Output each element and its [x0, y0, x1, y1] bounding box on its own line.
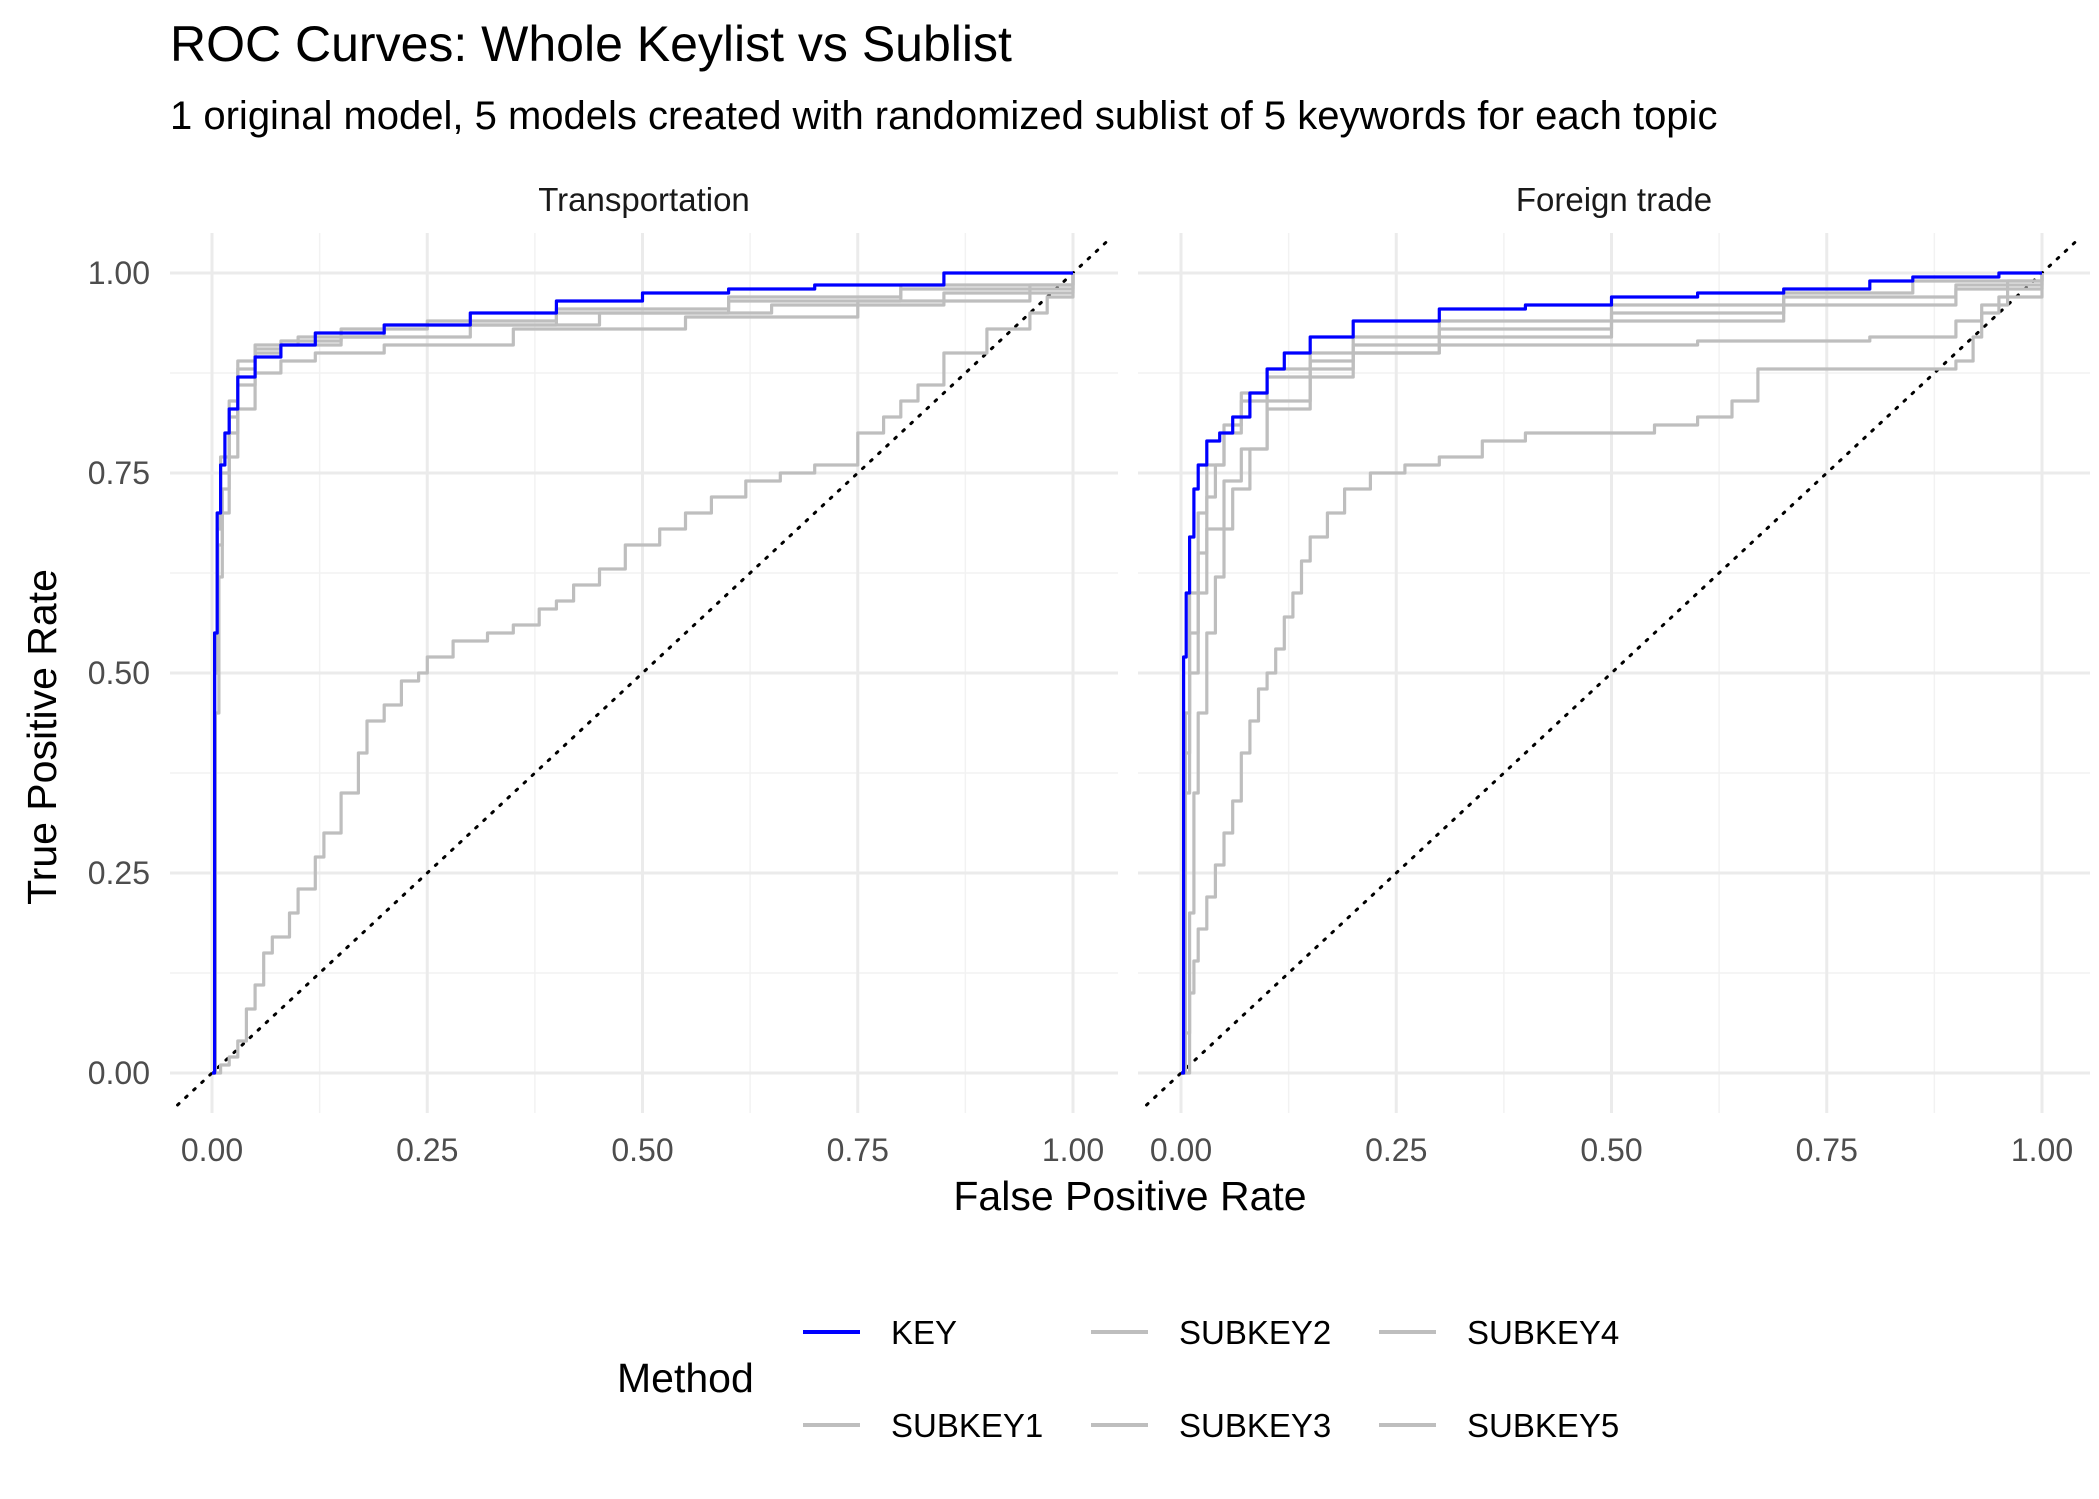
x-tick-label: 0.75 — [1796, 1132, 1858, 1168]
panel-title: Transportation — [538, 181, 750, 218]
series-key — [1181, 271, 2042, 1075]
legend-title: Method — [617, 1355, 754, 1401]
x-tick-label: 0.00 — [181, 1132, 243, 1168]
x-tick-label: 0.50 — [611, 1132, 673, 1168]
legend-item-subkey5: SUBKEY5 — [1379, 1407, 1619, 1444]
reference-diagonal — [176, 239, 1109, 1107]
x-axis-label: False Positive Rate — [953, 1173, 1306, 1219]
legend-item-subkey3: SUBKEY3 — [1091, 1407, 1331, 1444]
x-tick-label: 0.25 — [1365, 1132, 1427, 1168]
legend-item-subkey1: SUBKEY1 — [803, 1407, 1043, 1444]
reference-diagonal — [1145, 239, 2078, 1107]
facet-panels: Transportation 0.00 0.25 0.50 0.75 1.00 0.00 0.… — [88, 181, 2090, 1168]
panel-transportation: Transportation 0.00 0.25 0.50 0.75 1.00 0.00 0.… — [88, 181, 1118, 1168]
legend-item-subkey2: SUBKEY2 — [1091, 1314, 1331, 1351]
x-tick-label: 0.00 — [1150, 1132, 1212, 1168]
legend-item-subkey4: SUBKEY4 — [1379, 1314, 1619, 1351]
x-tick-label: 0.25 — [396, 1132, 458, 1168]
legend-label: SUBKEY1 — [891, 1407, 1043, 1444]
y-axis-label: True Positive Rate — [19, 569, 65, 905]
x-tick-label: 1.00 — [2011, 1132, 2073, 1168]
legend-label: SUBKEY2 — [1179, 1314, 1331, 1351]
legend: Method KEY SUBKEY1 SUBKEY2 SUBKEY3 SUBKEY4 SU… — [617, 1314, 1619, 1444]
panel-title: Foreign trade — [1516, 181, 1712, 218]
series-subkey4 — [1181, 273, 2044, 1075]
series-subkey5 — [1181, 273, 2044, 1075]
x-tick-label: 1.00 — [1042, 1132, 1104, 1168]
legend-label: SUBKEY5 — [1467, 1407, 1619, 1444]
panel-foreign-trade: Foreign trade 0.00 0.25 0.50 0.75 1.00 — [1138, 181, 2090, 1168]
legend-item-key: KEY — [803, 1314, 957, 1351]
y-tick-label: 0.00 — [88, 1055, 150, 1091]
y-tick-label: 0.25 — [88, 855, 150, 891]
series-subkey5 — [212, 273, 1075, 1075]
legend-label: SUBKEY3 — [1179, 1407, 1331, 1444]
chart-title: ROC Curves: Whole Keylist vs Sublist — [170, 16, 1012, 72]
legend-label: KEY — [891, 1314, 957, 1351]
y-tick-label: 1.00 — [88, 255, 150, 291]
series-subkey2 — [212, 273, 1075, 1075]
y-tick-label: 0.75 — [88, 455, 150, 491]
series-key — [212, 271, 1073, 1075]
x-tick-label: 0.50 — [1580, 1132, 1642, 1168]
y-tick-label: 0.50 — [88, 655, 150, 691]
x-tick-label: 0.75 — [827, 1132, 889, 1168]
legend-label: SUBKEY4 — [1467, 1314, 1619, 1351]
chart-subtitle: 1 original model, 5 models created with … — [170, 94, 1717, 138]
